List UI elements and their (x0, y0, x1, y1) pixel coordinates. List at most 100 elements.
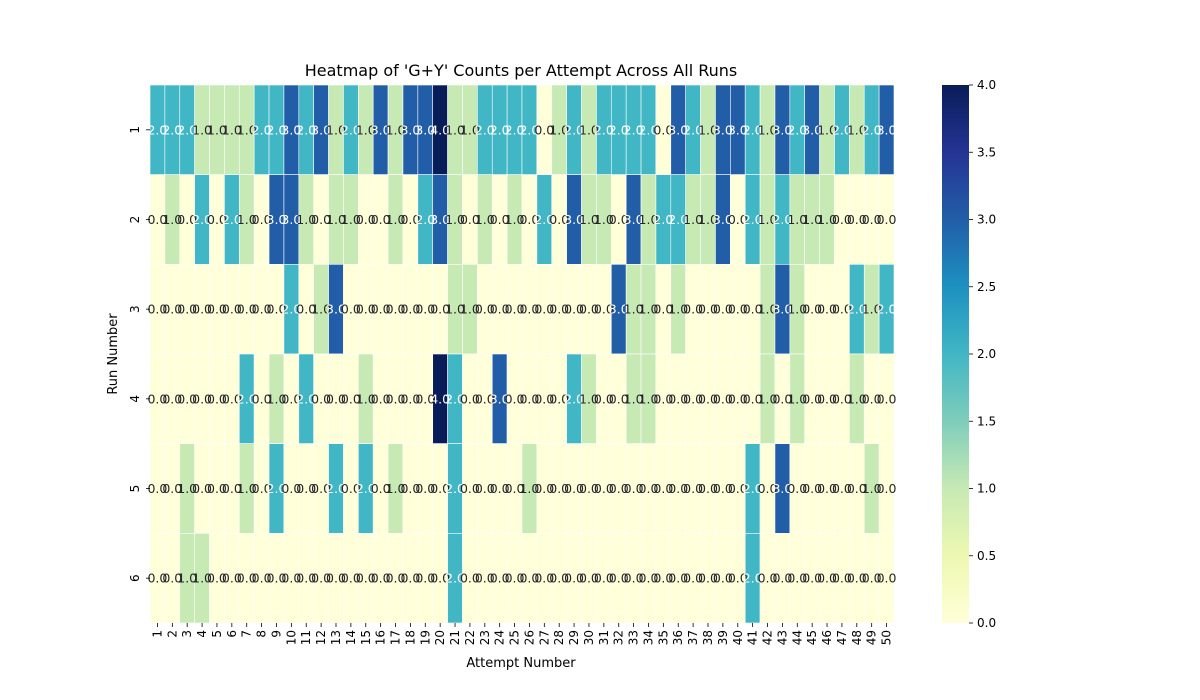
colorbar-tick-label: 2.0 (977, 347, 996, 361)
cell-annotation: 1.0 (579, 212, 599, 227)
cell-annotation: 1.0 (267, 391, 287, 406)
cell-annotation: 2.0 (832, 122, 852, 137)
cell-annotation: 0.0 (698, 391, 718, 406)
cell-annotation: 1.0 (787, 391, 807, 406)
cell-annotation: 0.0 (668, 481, 688, 496)
cell-annotation: 1.0 (192, 122, 212, 137)
cell-annotation: 1.0 (758, 122, 778, 137)
cell-annotation: 1.0 (326, 122, 346, 137)
x-tick-label: 7 (240, 630, 254, 638)
x-tick-label: 12 (314, 630, 328, 645)
cell-annotation: 0.0 (698, 302, 718, 317)
cell-annotation: 0.0 (802, 481, 822, 496)
cell-annotation: 2.0 (877, 302, 897, 317)
cell-annotation: 1.0 (847, 391, 867, 406)
cell-annotation: 0.0 (400, 481, 420, 496)
cell-annotation: 2.0 (624, 122, 644, 137)
cell-annotation: 0.0 (162, 571, 182, 586)
cell-annotation: 3.0 (415, 122, 435, 137)
cell-annotation: 0.0 (713, 571, 733, 586)
cell-annotation: 1.0 (758, 391, 778, 406)
x-tick-label: 44 (790, 630, 804, 645)
cell-annotation: 0.0 (519, 571, 539, 586)
cell-annotation: 0.0 (386, 571, 406, 586)
x-tick-label: 48 (850, 630, 864, 645)
cell-annotation: 0.0 (341, 302, 361, 317)
cell-annotation: 1.0 (386, 122, 406, 137)
cell-annotation: 0.0 (639, 481, 659, 496)
cell-annotation: 0.0 (549, 212, 569, 227)
x-tick-label: 18 (403, 630, 417, 645)
cell-annotation: 0.0 (639, 571, 659, 586)
cell-annotation: 1.0 (386, 481, 406, 496)
cell-annotation: 0.0 (237, 571, 257, 586)
cell-annotation: 0.0 (609, 212, 629, 227)
cell-annotation: 0.0 (802, 571, 822, 586)
cell-annotation: 2.0 (162, 122, 182, 137)
cell-annotation: 1.0 (862, 302, 882, 317)
cell-annotation: 0.0 (713, 302, 733, 317)
cell-annotation: 2.0 (296, 391, 316, 406)
x-axis-ticks: 1 2 3 4 5 6 7 8 9 10 11 12 13 14 15 16 17 18 19 20 21 22 23 24 2… (150, 623, 894, 645)
x-tick-label: 37 (686, 630, 700, 645)
cell-annotation: 0.0 (698, 481, 718, 496)
cell-annotation: 0.0 (311, 571, 331, 586)
x-tick-label: 10 (284, 630, 298, 645)
cell-annotation: 3.0 (326, 302, 346, 317)
cell-annotation: 0.0 (549, 391, 569, 406)
cell-annotation: 1.0 (445, 122, 465, 137)
cell-annotation: 0.0 (296, 302, 316, 317)
cell-annotation: 0.0 (728, 212, 748, 227)
cell-annotation: 0.0 (564, 571, 584, 586)
cell-annotation: 4.0 (430, 391, 450, 406)
cell-annotation: 0.0 (624, 571, 644, 586)
cell-annotation: 2.0 (862, 122, 882, 137)
cell-annotation: 1.0 (594, 212, 614, 227)
cell-annotation: 0.0 (683, 391, 703, 406)
cell-annotation: 0.0 (549, 571, 569, 586)
x-tick-label: 43 (775, 630, 789, 645)
cell-annotation: 0.0 (519, 212, 539, 227)
x-tick-label: 28 (552, 630, 566, 645)
cell-annotation: 2.0 (475, 122, 495, 137)
cell-annotation: 0.0 (475, 302, 495, 317)
cell-annotation: 0.0 (430, 481, 450, 496)
cell-annotation: 0.0 (877, 481, 897, 496)
cell-annotation: 3.0 (564, 212, 584, 227)
cell-annotation: 0.0 (162, 302, 182, 317)
cell-annotation: 0.0 (519, 391, 539, 406)
cell-annotation: 2.0 (252, 122, 272, 137)
x-tick-label: 21 (448, 630, 462, 645)
cell-annotation: 0.0 (683, 571, 703, 586)
cell-annotation: 0.0 (147, 391, 167, 406)
y-tick-label: 1 (128, 126, 142, 134)
x-tick-label: 24 (493, 630, 507, 645)
cell-annotation: 0.0 (668, 571, 688, 586)
cell-annotation: 3.0 (802, 122, 822, 137)
cell-annotation: 1.0 (445, 302, 465, 317)
cell-annotation: 2.0 (445, 571, 465, 586)
x-tick-label: 31 (597, 630, 611, 645)
x-tick-label: 38 (701, 630, 715, 645)
cell-annotation: 0.0 (400, 302, 420, 317)
cell-annotation: 0.0 (787, 481, 807, 496)
cell-annotation: 0.0 (252, 481, 272, 496)
y-axis-ticks: 1 2 3 4 5 6 (128, 126, 150, 582)
cell-annotation: 0.0 (564, 302, 584, 317)
x-tick-label: 3 (180, 630, 194, 638)
colorbar-tick-label: 3.5 (977, 145, 996, 159)
x-tick-label: 4 (195, 630, 209, 638)
x-tick-label: 17 (389, 630, 403, 645)
cell-annotation: 0.0 (490, 571, 510, 586)
colorbar-tick-label: 3.0 (977, 213, 996, 227)
cell-annotation: 0.0 (162, 391, 182, 406)
cell-annotation: 1.0 (177, 571, 197, 586)
cell-annotation: 0.0 (772, 571, 792, 586)
x-tick-label: 16 (374, 630, 388, 645)
cell-annotation: 1.0 (460, 122, 480, 137)
cell-annotation: 1.0 (326, 212, 346, 227)
x-tick-label: 41 (746, 630, 760, 645)
cell-annotation: 0.0 (147, 481, 167, 496)
cell-annotation: 0.0 (609, 391, 629, 406)
cell-annotation: 1.0 (579, 391, 599, 406)
